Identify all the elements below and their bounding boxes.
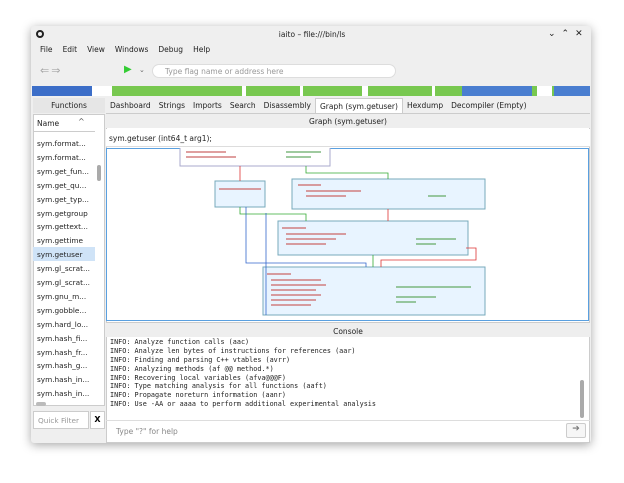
console-line: INFO: Finding and parsing C++ vtables (a…: [110, 355, 291, 364]
console-output: INFO: Analyze function calls (aac) INFO: …: [110, 338, 376, 409]
menu-item[interactable]: Windows: [114, 45, 149, 54]
function-item[interactable]: sym.gl_scrat...: [37, 264, 90, 274]
console-scrollbar[interactable]: [580, 380, 584, 418]
panel-title: Functions: [33, 98, 105, 113]
overview-bar: [32, 86, 590, 96]
function-signature: sym.getuser (int64_t arg1);: [106, 129, 590, 147]
console-title: Console: [106, 322, 590, 337]
execute-button[interactable]: ➔: [566, 423, 586, 438]
menu-item[interactable]: View: [87, 45, 105, 54]
window-controls[interactable]: ⌄⌃✕: [548, 29, 589, 39]
function-item[interactable]: sym.hash_fi...: [37, 333, 88, 343]
console-line: INFO: Analyze function calls (aac): [110, 338, 250, 346]
function-item[interactable]: sym.format...: [37, 152, 86, 162]
tab[interactable]: Hexdump: [406, 101, 444, 110]
console-input[interactable]: Type "?" for help: [116, 427, 178, 436]
scrollbar[interactable]: [97, 165, 101, 181]
separator: [106, 420, 590, 421]
tab[interactable]: Dashboard: [110, 101, 151, 110]
function-item[interactable]: sym.format...: [37, 139, 86, 148]
menu-item[interactable]: Debug: [158, 45, 184, 54]
nav-arrows[interactable]: ⇐⇒: [40, 64, 63, 77]
tab[interactable]: Graph (sym.getuser): [314, 98, 403, 117]
menu-bar: File Edit View Windows Debug Help: [40, 45, 210, 54]
tab[interactable]: Search: [229, 101, 256, 110]
quick-filter[interactable]: Quick Filter: [33, 411, 89, 429]
console-line: INFO: Analyzing methods (af @@ method.*): [110, 364, 274, 373]
tab[interactable]: Imports: [193, 101, 222, 110]
function-item[interactable]: sym.getuser: [33, 247, 95, 262]
function-item[interactable]: sym.hard_lo...: [37, 319, 89, 329]
console-line: INFO: Use -AA or aaaa to perform additio…: [110, 400, 376, 409]
menu-item[interactable]: File: [40, 45, 53, 54]
function-item[interactable]: sym.hash_in...: [37, 375, 90, 385]
function-item[interactable]: sym.get_fun...: [37, 166, 89, 176]
menu-item[interactable]: Help: [193, 45, 211, 54]
function-item[interactable]: sym.get_typ...: [37, 194, 89, 204]
sort-indicator: ^: [78, 117, 85, 126]
window-title: iaito – file:///bin/ls: [278, 30, 346, 39]
console-line: INFO: Propagate noreturn information (aa…: [110, 391, 286, 400]
console-line: INFO: Analyze len bytes of instructions …: [110, 346, 356, 355]
dropdown[interactable]: ⌄: [139, 66, 145, 74]
tab[interactable]: Decompiler (Empty): [451, 101, 527, 110]
function-item[interactable]: sym.getgroup: [37, 208, 88, 218]
function-item[interactable]: sym.gettime: [37, 236, 84, 246]
function-item[interactable]: sym.hash_in...: [37, 389, 90, 399]
tab-bar: Dashboard Strings Imports Search Disassembly…: [106, 98, 531, 117]
column-header[interactable]: Name: [33, 115, 95, 132]
function-item[interactable]: sym.gobble...: [37, 305, 87, 315]
tab[interactable]: Strings: [158, 101, 185, 110]
clear-filter[interactable]: X: [90, 411, 105, 429]
h-scrollbar[interactable]: [36, 402, 46, 406]
graph-view: [106, 148, 589, 321]
console-line: INFO: Recovering local variables (afva@@…: [110, 373, 286, 382]
function-item[interactable]: sym.hash_g...: [37, 361, 88, 371]
function-item[interactable]: sym.get_qu...: [37, 180, 87, 190]
function-item[interactable]: sym.gettext...: [37, 222, 88, 232]
console-line: INFO: Type matching analysis for all fun…: [110, 382, 327, 391]
graph-title: Graph (sym.getuser): [106, 114, 590, 128]
menu-item[interactable]: Edit: [62, 45, 78, 54]
app-icon: [36, 30, 44, 38]
function-item[interactable]: sym.hash_fr...: [37, 347, 88, 357]
function-item[interactable]: sym.gl_scrat...: [37, 278, 90, 287]
tab[interactable]: Disassembly: [263, 101, 311, 110]
play-button[interactable]: ▶: [124, 64, 132, 75]
function-item[interactable]: sym.gnu_m...: [37, 291, 87, 301]
search-input[interactable]: Type flag name or address here: [152, 64, 396, 78]
